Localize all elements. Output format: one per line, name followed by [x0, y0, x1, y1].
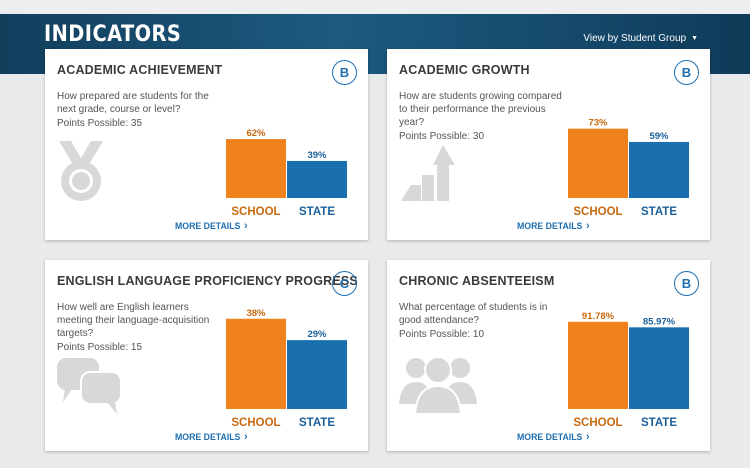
state-value-label: 29% [307, 329, 327, 340]
question-text: How are students growing compared to the… [399, 91, 562, 128]
card-question: How are students growing compared to the… [399, 90, 564, 143]
state-category-label: STATE [299, 206, 335, 218]
points-possible: Points Possible: 15 [57, 342, 143, 353]
more-details-label: MORE DETAILS [175, 221, 241, 232]
card-question: How well are English learners meeting th… [57, 301, 222, 354]
view-toggle-label: View by Student Group [583, 33, 687, 44]
medal-icon [59, 141, 103, 201]
state-bar [287, 160, 347, 198]
school-value-label: 91.78% [582, 311, 615, 322]
grade-badge: B [674, 271, 699, 296]
more-details-link[interactable]: MORE DETAILS › [175, 431, 247, 443]
state-category-label: STATE [641, 417, 677, 429]
card-title: CHRONIC ABSENTEEISM [399, 274, 555, 288]
school-category-label: SCHOOL [573, 417, 622, 429]
card-title: ENGLISH LANGUAGE PROFICIENCY PROGRESS [57, 274, 358, 288]
state-category-label: STATE [641, 206, 677, 218]
school-bar [226, 139, 286, 198]
chevron-right-icon: › [586, 431, 590, 443]
question-text: How prepared are students for the next g… [57, 91, 209, 115]
card-question: How prepared are students for the next g… [57, 90, 222, 130]
page-title: INDICATORS [44, 22, 182, 47]
more-details-link[interactable]: MORE DETAILS › [517, 431, 589, 443]
chevron-right-icon: › [244, 431, 248, 443]
school-category-label: SCHOOL [231, 206, 280, 218]
more-details-link[interactable]: MORE DETAILS › [517, 220, 589, 232]
card-title: ACADEMIC ACHIEVEMENT [57, 63, 223, 77]
comparison-chart: 38% SCHOOL 29% STATE [226, 308, 347, 429]
state-value-label: 39% [307, 150, 327, 161]
state-value-label: 59% [649, 131, 669, 142]
question-text: What percentage of students is in good a… [399, 302, 548, 326]
comparison-chart: 73% SCHOOL 59% STATE [568, 118, 689, 218]
chevron-right-icon: › [586, 220, 590, 232]
chevron-right-icon: › [244, 220, 248, 232]
growth-arrow-icon [401, 145, 455, 201]
card-title: ACADEMIC GROWTH [399, 63, 530, 77]
more-details-label: MORE DETAILS [517, 221, 583, 232]
school-category-label: SCHOOL [573, 206, 622, 218]
school-value-label: 73% [588, 118, 608, 129]
more-details-link[interactable]: MORE DETAILS › [175, 220, 247, 232]
view-by-student-group-dropdown[interactable]: View by Student Group ▼ [583, 33, 698, 44]
state-value-label: 85.97% [643, 316, 676, 327]
points-possible: Points Possible: 35 [57, 118, 143, 129]
school-category-label: SCHOOL [231, 417, 280, 429]
points-possible: Points Possible: 30 [399, 131, 485, 142]
points-possible: Points Possible: 10 [399, 329, 485, 340]
state-bar [629, 141, 689, 198]
indicator-card-chronic-absenteeism: CHRONIC ABSENTEEISM B What percentage of… [387, 260, 710, 451]
state-bar [629, 327, 689, 409]
more-details-label: MORE DETAILS [175, 432, 241, 443]
indicator-card-academic-growth: ACADEMIC GROWTH B How are students growi… [387, 49, 710, 240]
grade-badge: B [674, 60, 699, 85]
indicator-card-english-language-proficiency: ENGLISH LANGUAGE PROFICIENCY PROGRESS C … [45, 260, 368, 451]
school-value-label: 38% [246, 308, 266, 319]
school-bar [568, 128, 628, 198]
question-text: How well are English learners meeting th… [57, 302, 210, 339]
grade-badge: B [332, 60, 357, 85]
indicator-card-academic-achievement: ACADEMIC ACHIEVEMENT B How prepared are … [45, 49, 368, 240]
school-value-label: 62% [246, 128, 266, 139]
school-bar [568, 321, 628, 409]
top-strip [0, 0, 750, 14]
people-icon [399, 356, 477, 414]
school-bar [226, 318, 286, 409]
card-question: What percentage of students is in good a… [399, 301, 564, 341]
state-bar [287, 340, 347, 409]
comparison-chart: 91.78% SCHOOL 85.97% STATE [568, 311, 689, 429]
speech-bubbles-icon [57, 358, 122, 414]
grade-badge: C [332, 271, 357, 296]
comparison-chart: 62% SCHOOL 39% STATE [226, 128, 347, 218]
state-category-label: STATE [299, 417, 335, 429]
caret-down-icon: ▼ [691, 34, 698, 42]
more-details-label: MORE DETAILS [517, 432, 583, 443]
